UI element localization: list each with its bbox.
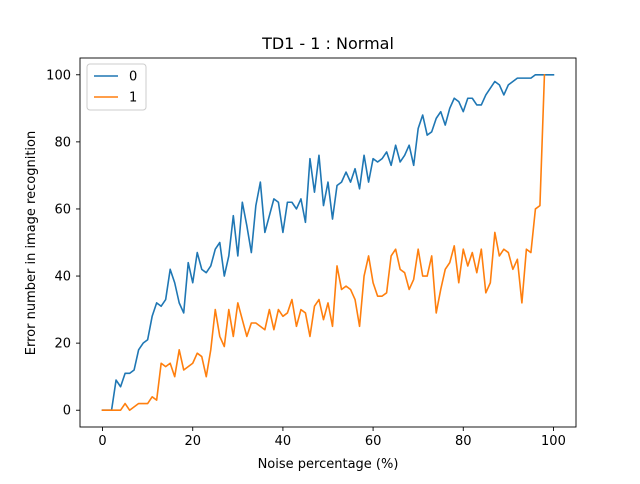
y-tick-label: 20 [54,337,71,352]
y-axis-label: Error number in image recognition [24,131,39,355]
x-tick-label: 60 [365,434,382,449]
y-tick-label: 40 [54,270,71,285]
x-tick-label: 100 [541,434,566,449]
series-line-0 [101,73,555,412]
chart-title: TD1 - 1 : Normal [261,34,394,53]
y-tick-label: 100 [46,68,71,83]
y-tick-label: 80 [54,135,71,150]
y-tick-label: 60 [54,202,71,217]
plot-area [101,73,555,412]
axes-frame [79,57,577,428]
legend: 01 [86,63,147,111]
legend-label-0: 0 [129,70,137,85]
x-axis-label: Noise percentage (%) [258,457,399,472]
y-tick-label: 0 [63,404,71,419]
x-tick-label: 20 [184,434,201,449]
legend-label-1: 1 [129,91,137,106]
x-tick-label: 0 [98,434,106,449]
axes: 0 20 40 60 80 100 0 20 40 60 80 100 [46,57,577,449]
x-tick-label: 80 [455,434,472,449]
x-tick-label: 40 [275,434,292,449]
series-line-1 [101,73,546,412]
